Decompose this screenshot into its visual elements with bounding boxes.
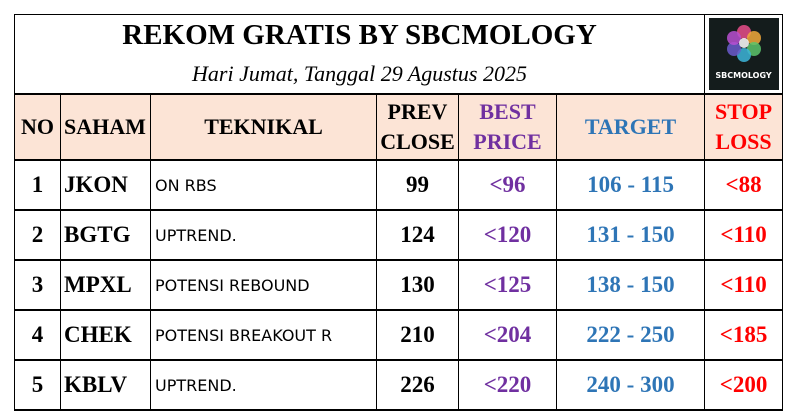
- stop-loss: <200: [704, 360, 784, 411]
- logo-text: SBCMOLOGY: [715, 71, 772, 80]
- best-price: <125: [458, 260, 557, 311]
- column-header: PREV CLOSE: [376, 93, 459, 161]
- header-row: NO SAHAM TEKNIKAL PREV CLOSE BEST PRICE TARGET S…: [14, 93, 784, 161]
- data-row: 2 BGTG UPTREND. 124 <120 131 - 150 <110: [14, 210, 784, 261]
- prev-close: 210: [376, 310, 459, 361]
- target: 222 - 250: [555, 310, 706, 361]
- header-line: STOP: [715, 99, 773, 124]
- technical: UPTREND.: [150, 360, 377, 411]
- ticker: KBLV: [60, 360, 151, 411]
- subtitle: Hari Jumat, Tanggal 29 Agustus 2025: [13, 55, 705, 94]
- logo-flower: [726, 25, 761, 62]
- best-price: <120: [458, 210, 557, 261]
- sheet: REKOM GRATIS BY SBCMOLOGY SBCMOLOGY Hari…: [13, 14, 784, 411]
- prev-close: 226: [376, 360, 459, 411]
- best-price: <220: [458, 360, 557, 411]
- best-price: <204: [458, 310, 557, 361]
- data-row: 5 KBLV UPTREND. 226 <220 240 - 300 <200: [14, 360, 784, 411]
- stop-loss: <185: [704, 310, 784, 361]
- recommendation-table: REKOM GRATIS BY SBCMOLOGY SBCMOLOGY Hari…: [13, 14, 784, 411]
- data-row: 1 JKON ON RBS 99 <96 106 - 115 <88: [14, 160, 784, 211]
- header-line: SAHAM: [64, 114, 146, 139]
- target: 131 - 150: [555, 210, 706, 261]
- row-number: 1: [14, 160, 61, 211]
- row-number: 3: [14, 260, 61, 311]
- header-line: BEST: [479, 99, 536, 124]
- row-number: 5: [14, 360, 61, 411]
- target: 138 - 150: [555, 260, 706, 311]
- column-header: TEKNIKAL: [150, 93, 377, 161]
- technical: UPTREND.: [150, 210, 377, 261]
- stop-loss: <88: [704, 160, 784, 211]
- column-header: BEST PRICE: [458, 93, 557, 161]
- stop-loss: <110: [704, 260, 784, 311]
- technical: POTENSI BREAKOUT R: [150, 310, 377, 361]
- stop-loss: <110: [704, 210, 784, 261]
- prev-close: 99: [376, 160, 459, 211]
- row-number: 4: [14, 310, 61, 361]
- column-header: TARGET: [555, 93, 706, 161]
- best-price: <96: [458, 160, 557, 211]
- prev-close: 130: [376, 260, 459, 311]
- prev-close: 124: [376, 210, 459, 261]
- header-line: LOSS: [715, 129, 772, 154]
- header-line: NO: [21, 114, 54, 139]
- target: 240 - 300: [555, 360, 706, 411]
- column-header: STOP LOSS: [704, 93, 784, 161]
- logo: SBCMOLOGY: [704, 14, 784, 95]
- ticker: CHEK: [60, 310, 151, 361]
- technical: POTENSI REBOUND: [150, 260, 377, 311]
- target: 106 - 115: [555, 160, 706, 211]
- ticker: BGTG: [60, 210, 151, 261]
- data-row: 4 CHEK POTENSI BREAKOUT R 210 <204 222 - 250 <…: [14, 310, 784, 361]
- logo-image: SBCMOLOGY: [708, 18, 779, 90]
- technical: ON RBS: [150, 160, 377, 211]
- data-row: 3 MPXL POTENSI REBOUND 130 <125 138 - 150 <110: [14, 260, 784, 311]
- header-line: TARGET: [584, 114, 677, 139]
- title: REKOM GRATIS BY SBCMOLOGY: [13, 14, 705, 55]
- header-line: PREV: [387, 99, 448, 124]
- column-header: NO: [14, 93, 61, 161]
- ticker: MPXL: [60, 260, 151, 311]
- row-number: 2: [14, 210, 61, 261]
- header-line: PRICE: [473, 129, 542, 154]
- header-line: TEKNIKAL: [204, 114, 323, 139]
- column-header: SAHAM: [60, 93, 151, 161]
- header-line: CLOSE: [380, 129, 455, 154]
- ticker: JKON: [60, 160, 151, 211]
